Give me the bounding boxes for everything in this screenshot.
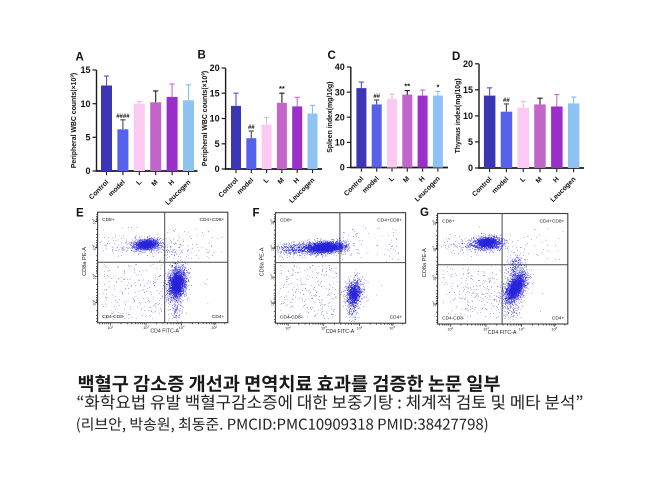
svg-text:10: 10 <box>80 99 90 109</box>
svg-text:Thymus index(mg/10g): Thymus index(mg/10g) <box>455 78 462 153</box>
svg-text:F: F <box>253 207 260 219</box>
svg-text:20: 20 <box>463 59 473 69</box>
svg-text:E: E <box>76 208 84 220</box>
svg-text:102: 102 <box>431 301 436 307</box>
svg-text:M: M <box>277 177 286 186</box>
svg-text:CD4+: CD4+ <box>552 316 565 322</box>
svg-text:CD4+: CD4+ <box>212 314 225 320</box>
svg-text:105: 105 <box>431 220 436 226</box>
svg-text:103: 103 <box>483 326 489 331</box>
svg-text:15: 15 <box>80 65 90 75</box>
svg-text:CD8a PE-A: CD8a PE-A <box>422 248 428 277</box>
svg-text:103: 103 <box>91 273 96 279</box>
svg-text:104: 104 <box>179 325 185 330</box>
svg-text:CD4-CD8-: CD4-CD8- <box>102 314 125 320</box>
svg-text:##: ## <box>373 94 380 100</box>
svg-text:103: 103 <box>431 275 436 281</box>
svg-text:A: A <box>76 51 84 63</box>
svg-text:CD4-CD8-: CD4-CD8- <box>280 315 303 321</box>
svg-text:102: 102 <box>107 325 113 330</box>
svg-text:**: ** <box>279 84 285 93</box>
svg-text:H: H <box>418 175 426 183</box>
svg-text:H: H <box>293 177 301 185</box>
svg-text:CD4+: CD4+ <box>390 315 403 321</box>
svg-text:10: 10 <box>335 138 345 148</box>
svg-text:104: 104 <box>519 326 525 331</box>
svg-text:105: 105 <box>551 326 557 331</box>
svg-text:0: 0 <box>468 163 473 173</box>
svg-text:20: 20 <box>210 63 220 73</box>
svg-text:103: 103 <box>143 325 149 330</box>
svg-text:105: 105 <box>91 218 96 224</box>
svg-text:40: 40 <box>335 62 345 72</box>
svg-text:L: L <box>135 179 143 187</box>
svg-text:CD4+CD8+: CD4+CD8+ <box>540 219 565 225</box>
svg-text:105: 105 <box>211 325 217 330</box>
svg-text:CD4 FITC-A: CD4 FITC-A <box>488 330 517 336</box>
svg-text:CD8a PE-A: CD8a PE-A <box>82 247 88 276</box>
svg-text:20: 20 <box>335 113 345 123</box>
svg-text:L: L <box>388 175 396 183</box>
svg-text:30: 30 <box>335 87 345 97</box>
svg-text:102: 102 <box>269 300 274 306</box>
svg-text:105: 105 <box>389 325 395 330</box>
svg-text:L: L <box>519 176 527 184</box>
svg-text:0: 0 <box>215 164 220 174</box>
svg-text:CD8+: CD8+ <box>442 219 455 225</box>
svg-text:105: 105 <box>269 219 274 225</box>
svg-text:L: L <box>263 177 271 185</box>
svg-text:M: M <box>151 179 160 188</box>
svg-text:CD8+: CD8+ <box>102 217 115 223</box>
svg-text:CD4+CD8+: CD4+CD8+ <box>377 218 402 224</box>
svg-text:Peripheral WBC counts(×109): Peripheral WBC counts(×109) <box>201 71 209 166</box>
svg-text:M: M <box>402 175 411 184</box>
svg-text:CD8a PE-A: CD8a PE-A <box>260 247 266 276</box>
svg-text:G: G <box>420 207 429 219</box>
svg-text:0: 0 <box>85 166 90 176</box>
svg-text:5: 5 <box>85 133 90 143</box>
svg-text:0: 0 <box>340 163 345 173</box>
svg-text:103: 103 <box>269 274 274 280</box>
svg-text:10: 10 <box>210 114 220 124</box>
svg-text:Peripheral WBC counts(×109): Peripheral WBC counts(×109) <box>70 73 78 168</box>
svg-text:*: * <box>436 82 439 91</box>
svg-text:C: C <box>328 50 336 62</box>
svg-text:Spleen index(mg/10g): Spleen index(mg/10g) <box>327 82 334 153</box>
svg-text:D: D <box>452 51 460 63</box>
svg-text:##: ## <box>248 125 255 131</box>
svg-text:102: 102 <box>91 299 96 305</box>
svg-text:CD4 FITC-A: CD4 FITC-A <box>326 329 355 335</box>
svg-text:104: 104 <box>91 244 96 250</box>
svg-text:5: 5 <box>215 139 220 149</box>
svg-text:H: H <box>168 179 176 187</box>
svg-text:102: 102 <box>285 325 291 330</box>
svg-text:103: 103 <box>321 325 327 330</box>
svg-text:104: 104 <box>431 246 436 252</box>
svg-text:15: 15 <box>463 85 473 95</box>
svg-text:104: 104 <box>269 245 274 251</box>
svg-text:CD4+CD8+: CD4+CD8+ <box>200 217 225 223</box>
svg-text:15: 15 <box>210 89 220 99</box>
svg-text:M: M <box>535 176 544 185</box>
svg-text:104: 104 <box>357 325 363 330</box>
svg-text:####: #### <box>116 114 130 120</box>
svg-text:##: ## <box>503 98 510 104</box>
svg-text:CD4 FITC-A: CD4 FITC-A <box>150 329 179 335</box>
svg-text:H: H <box>552 176 560 184</box>
svg-text:B: B <box>198 50 206 62</box>
svg-text:**: ** <box>404 82 410 91</box>
svg-text:CD4-CD8-: CD4-CD8- <box>442 316 465 322</box>
svg-text:102: 102 <box>447 326 453 331</box>
svg-text:CD8+: CD8+ <box>280 218 293 224</box>
svg-text:5: 5 <box>468 137 473 147</box>
svg-text:10: 10 <box>463 111 473 121</box>
